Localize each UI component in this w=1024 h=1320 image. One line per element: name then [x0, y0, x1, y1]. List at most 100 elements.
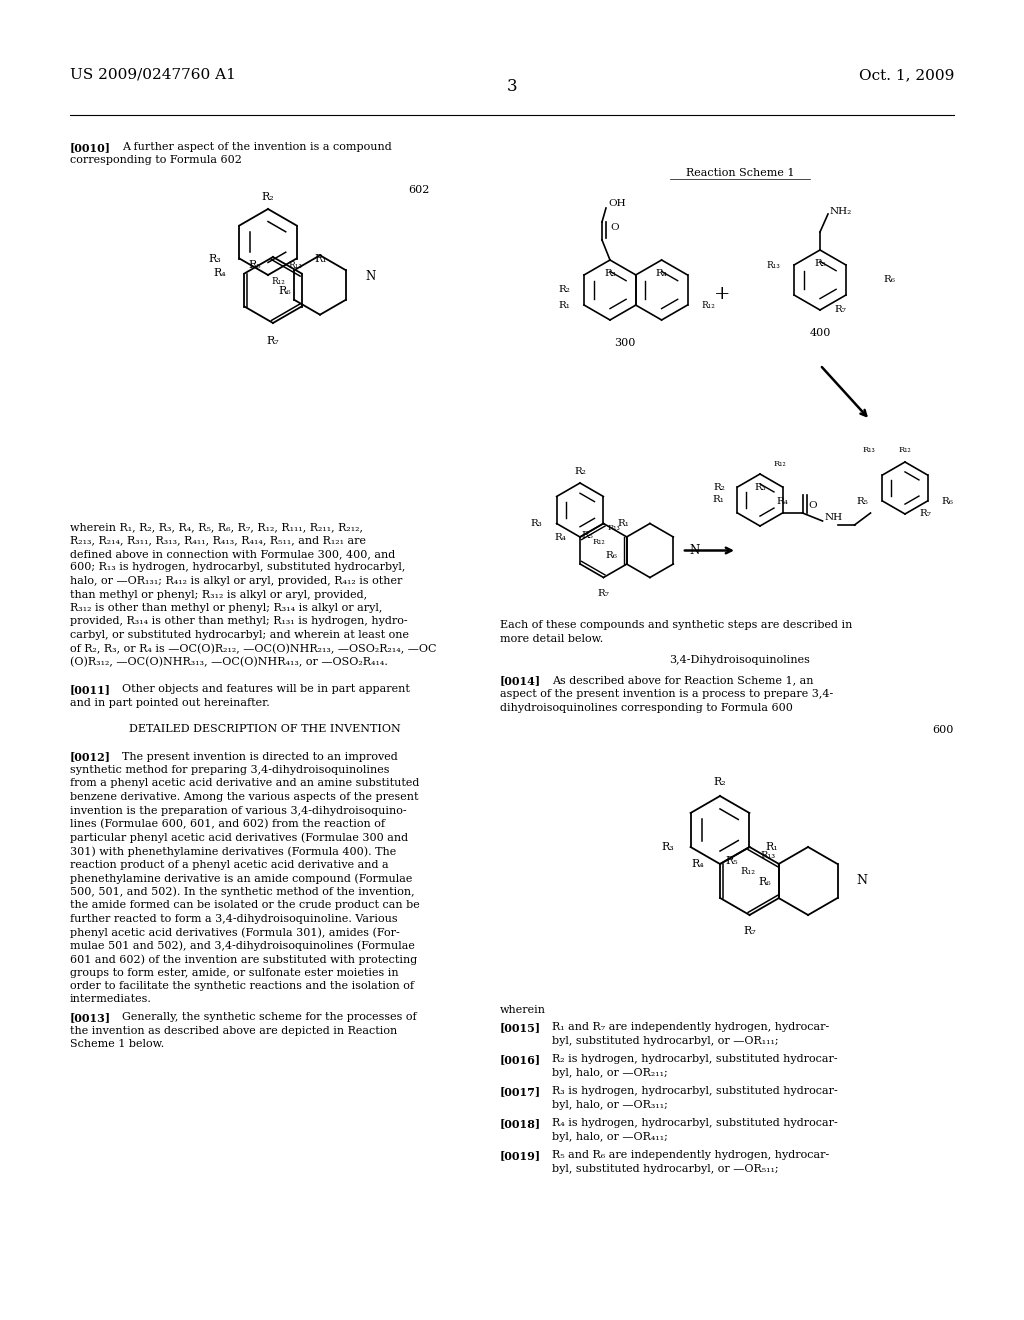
- Text: the amide formed can be isolated or the crude product can be: the amide formed can be isolated or the …: [70, 900, 420, 909]
- Text: than methyl or phenyl; R₃₁₂ is alkyl or aryl, provided,: than methyl or phenyl; R₃₁₂ is alkyl or …: [70, 590, 368, 599]
- Text: particular phenyl acetic acid derivatives (Formulae 300 and: particular phenyl acetic acid derivative…: [70, 833, 409, 843]
- Text: defined above in connection with Formulae 300, 400, and: defined above in connection with Formula…: [70, 549, 395, 558]
- Text: R₃: R₃: [662, 842, 675, 851]
- Text: R₄: R₄: [214, 268, 226, 279]
- Text: R₁: R₁: [558, 301, 570, 309]
- Text: R₂: R₂: [558, 285, 570, 294]
- Text: R₁₃: R₁₃: [766, 260, 780, 269]
- Text: R₁₂: R₁₂: [773, 459, 786, 469]
- Text: N: N: [689, 544, 699, 557]
- Text: groups to form ester, amide, or sulfonate ester moieties in: groups to form ester, amide, or sulfonat…: [70, 968, 398, 978]
- Text: R₁₂: R₁₂: [271, 277, 285, 286]
- Text: reaction product of a phenyl acetic acid derivative and a: reaction product of a phenyl acetic acid…: [70, 859, 389, 870]
- Text: Generally, the synthetic scheme for the processes of: Generally, the synthetic scheme for the …: [122, 1012, 417, 1022]
- Text: R₅: R₅: [725, 855, 737, 866]
- Text: 400: 400: [809, 327, 830, 338]
- Text: R₃: R₃: [604, 269, 615, 279]
- Text: intermediates.: intermediates.: [70, 994, 152, 1005]
- Text: 300: 300: [614, 338, 636, 348]
- Text: phenyl acetic acid derivatives (Formula 301), amides (For-: phenyl acetic acid derivatives (Formula …: [70, 927, 399, 937]
- Text: byl, halo, or —OR₂₁₁;: byl, halo, or —OR₂₁₁;: [552, 1068, 668, 1078]
- Text: Other objects and features will be in part apparent: Other objects and features will be in pa…: [122, 684, 410, 694]
- Text: R₆: R₆: [759, 876, 771, 887]
- Text: R₁₃: R₁₃: [607, 524, 620, 532]
- Text: mulae 501 and 502), and 3,4-dihydroisoquinolines (Formulae: mulae 501 and 502), and 3,4-dihydroisoqu…: [70, 940, 415, 952]
- Text: R₂: R₂: [714, 777, 726, 787]
- Text: from a phenyl acetic acid derivative and an amine substituted: from a phenyl acetic acid derivative and…: [70, 779, 420, 788]
- Text: N: N: [856, 874, 867, 887]
- Text: 301) with phenethylamine derivatives (Formula 400). The: 301) with phenethylamine derivatives (Fo…: [70, 846, 396, 857]
- Text: R₁ and R₇ are independently hydrogen, hydrocar-: R₁ and R₇ are independently hydrogen, hy…: [552, 1022, 829, 1032]
- Text: R₅ and R₆ are independently hydrogen, hydrocar-: R₅ and R₆ are independently hydrogen, hy…: [552, 1150, 829, 1160]
- Text: R₆: R₆: [884, 276, 895, 285]
- Text: [0016]: [0016]: [500, 1053, 541, 1065]
- Text: of R₂, R₃, or R₄ is —OC(O)R₂₁₂, —OC(O)NHR₂₁₃, —OSO₂R₂₁₄, —OC: of R₂, R₃, or R₄ is —OC(O)R₂₁₂, —OC(O)NH…: [70, 644, 436, 653]
- Text: byl, halo, or —OR₃₁₁;: byl, halo, or —OR₃₁₁;: [552, 1100, 668, 1110]
- Text: R₂: R₂: [714, 483, 725, 491]
- Text: [0019]: [0019]: [500, 1150, 541, 1162]
- Text: R₂: R₂: [262, 191, 274, 202]
- Text: N: N: [365, 271, 375, 284]
- Text: O: O: [610, 223, 618, 232]
- Text: [0017]: [0017]: [500, 1086, 541, 1097]
- Text: R₄: R₄: [776, 496, 788, 506]
- Text: Oct. 1, 2009: Oct. 1, 2009: [859, 69, 954, 82]
- Text: [0013]: [0013]: [70, 1012, 112, 1023]
- Text: R₃ is hydrogen, hydrocarbyl, substituted hydrocar-: R₃ is hydrogen, hydrocarbyl, substituted…: [552, 1086, 838, 1096]
- Text: US 2009/0247760 A1: US 2009/0247760 A1: [70, 69, 236, 82]
- Text: A further aspect of the invention is a compound: A further aspect of the invention is a c…: [122, 143, 392, 152]
- Text: Each of these compounds and synthetic steps are described in: Each of these compounds and synthetic st…: [500, 620, 852, 630]
- Text: [0014]: [0014]: [500, 675, 541, 686]
- Text: Scheme 1 below.: Scheme 1 below.: [70, 1039, 164, 1049]
- Text: R₅: R₅: [814, 260, 826, 268]
- Text: [0015]: [0015]: [500, 1022, 541, 1034]
- Text: R₆: R₆: [605, 550, 616, 560]
- Text: As described above for Reaction Scheme 1, an: As described above for Reaction Scheme 1…: [552, 675, 813, 685]
- Text: R₅: R₅: [857, 496, 868, 506]
- Text: R₁: R₁: [712, 495, 724, 504]
- Text: R₆: R₆: [941, 496, 953, 506]
- Text: byl, halo, or —OR₄₁₁;: byl, halo, or —OR₄₁₁;: [552, 1133, 668, 1142]
- Text: aspect of the present invention is a process to prepare 3,4-: aspect of the present invention is a pro…: [500, 689, 834, 700]
- Text: 3,4-Dihydroisoquinolines: 3,4-Dihydroisoquinolines: [670, 655, 810, 665]
- Text: R₄: R₄: [691, 859, 705, 869]
- Text: R₁: R₁: [314, 253, 328, 264]
- Text: R₅: R₅: [249, 260, 261, 271]
- Text: 600: 600: [933, 725, 954, 735]
- Text: halo, or —OR₁₃₁; R₄₁₂ is alkyl or aryl, provided, R₄₁₂ is other: halo, or —OR₁₃₁; R₄₁₂ is alkyl or aryl, …: [70, 576, 402, 586]
- Text: and in part pointed out hereinafter.: and in part pointed out hereinafter.: [70, 697, 269, 708]
- Text: wherein: wherein: [500, 1005, 546, 1015]
- Text: R₁₃: R₁₃: [760, 850, 775, 859]
- Text: R₃: R₃: [530, 519, 543, 528]
- Text: 500, 501, and 502). In the synthetic method of the invention,: 500, 501, and 502). In the synthetic met…: [70, 887, 415, 898]
- Text: R₁₂: R₁₂: [592, 539, 605, 546]
- Text: R₃: R₃: [209, 253, 221, 264]
- Text: DETAILED DESCRIPTION OF THE INVENTION: DETAILED DESCRIPTION OF THE INVENTION: [129, 725, 400, 734]
- Text: Reaction Scheme 1: Reaction Scheme 1: [686, 168, 795, 178]
- Text: wherein R₁, R₂, R₃, R₄, R₅, R₆, R₇, R₁₂, R₁₁₁, R₂₁₁, R₂₁₂,: wherein R₁, R₂, R₃, R₄, R₅, R₆, R₇, R₁₂,…: [70, 521, 362, 532]
- Text: (O)R₃₁₂, —OC(O)NHR₃₁₃, —OC(O)NHR₄₁₃, or —OSO₂R₄₁₄.: (O)R₃₁₂, —OC(O)NHR₃₁₃, —OC(O)NHR₄₁₃, or …: [70, 657, 388, 668]
- Text: R₂₁₃, R₂₁₄, R₃₁₁, R₃₁₃, R₄₁₁, R₄₁₃, R₄₁₄, R₅₁₁, and R₁₂₁ are: R₂₁₃, R₂₁₄, R₃₁₁, R₃₁₃, R₄₁₁, R₄₁₃, R₄₁₄…: [70, 536, 366, 545]
- Text: OH: OH: [608, 199, 626, 209]
- Text: R₇: R₇: [834, 305, 846, 314]
- Text: 600; R₁₃ is hydrogen, hydrocarbyl, substituted hydrocarbyl,: 600; R₁₃ is hydrogen, hydrocarbyl, subst…: [70, 562, 406, 573]
- Text: lines (Formulae 600, 601, and 602) from the reaction of: lines (Formulae 600, 601, and 602) from …: [70, 818, 385, 829]
- Text: [0011]: [0011]: [70, 684, 111, 696]
- Text: R₁: R₁: [617, 519, 630, 528]
- Text: R₃₁₂ is other than methyl or phenyl; R₃₁₄ is alkyl or aryl,: R₃₁₂ is other than methyl or phenyl; R₃₁…: [70, 603, 382, 612]
- Text: R₁: R₁: [766, 842, 778, 851]
- Text: R₇: R₇: [266, 337, 280, 346]
- Text: dihydroisoquinolines corresponding to Formula 600: dihydroisoquinolines corresponding to Fo…: [500, 704, 793, 713]
- Text: phenethylamine derivative is an amide compound (Formulae: phenethylamine derivative is an amide co…: [70, 873, 413, 883]
- Text: [0012]: [0012]: [70, 751, 111, 763]
- Text: provided, R₃₁₄ is other than methyl; R₁₃₁ is hydrogen, hydro-: provided, R₃₁₄ is other than methyl; R₁₃…: [70, 616, 408, 627]
- Text: NH: NH: [824, 513, 843, 523]
- Text: The present invention is directed to an improved: The present invention is directed to an …: [122, 751, 397, 762]
- Text: R₇: R₇: [598, 589, 609, 598]
- Text: R₄: R₄: [655, 269, 668, 279]
- Text: further reacted to form a 3,4-dihydroisoquinoline. Various: further reacted to form a 3,4-dihydroiso…: [70, 913, 397, 924]
- Text: benzene derivative. Among the various aspects of the present: benzene derivative. Among the various as…: [70, 792, 419, 803]
- Text: R₃: R₃: [754, 483, 766, 492]
- Text: order to facilitate the synthetic reactions and the isolation of: order to facilitate the synthetic reacti…: [70, 981, 414, 991]
- Text: R₄: R₄: [554, 532, 566, 541]
